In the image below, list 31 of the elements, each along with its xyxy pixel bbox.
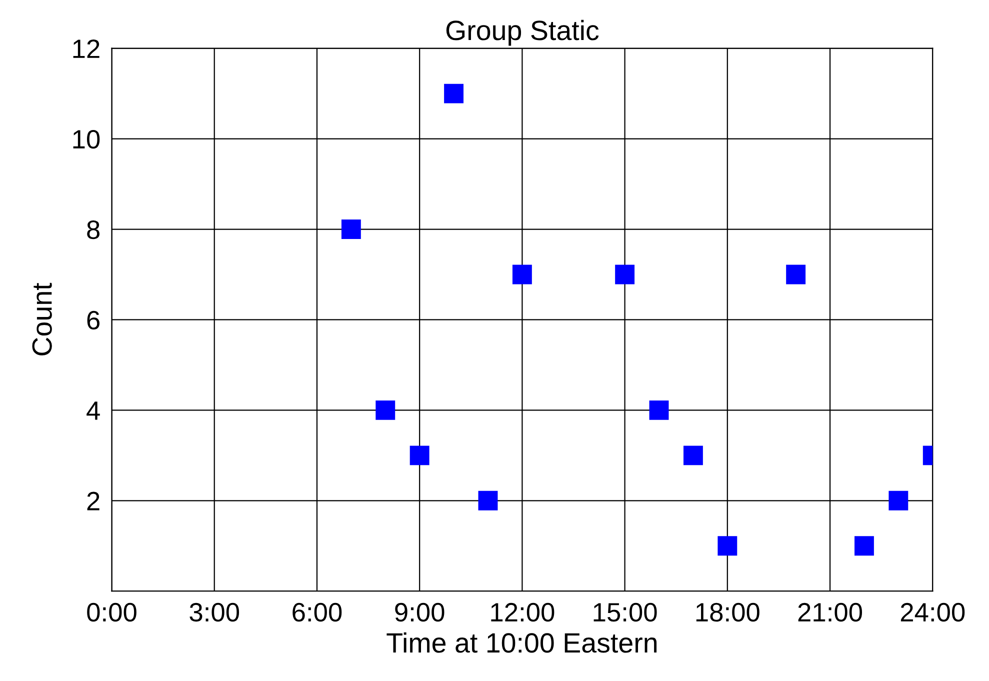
x-axis-title: Time at 10:00 Eastern xyxy=(386,632,657,653)
x-tick-label: 0:00 xyxy=(87,602,136,622)
x-tick-label: 21:00 xyxy=(798,602,862,622)
x-tick-label: 9:00 xyxy=(395,602,444,622)
point xyxy=(512,264,532,284)
y-tick-label: 12 xyxy=(73,39,100,58)
y-tick-label: 4 xyxy=(86,402,100,420)
point xyxy=(376,400,396,420)
point xyxy=(341,220,361,239)
y-tick-label: 2 xyxy=(87,492,100,510)
y-tick-label: 6 xyxy=(87,310,100,330)
point xyxy=(410,446,430,466)
x-tick-label: 6:00 xyxy=(292,602,342,622)
point xyxy=(854,536,874,556)
point xyxy=(786,264,806,284)
x-tick-label: 12:00 xyxy=(491,602,554,622)
x-tick-label: 18:00 xyxy=(696,602,760,622)
point xyxy=(683,446,703,466)
point xyxy=(718,536,738,556)
x-tick-label: 3:00 xyxy=(190,602,240,622)
y-tick-label: 8 xyxy=(87,220,100,240)
x-tick-label: 15:00 xyxy=(594,602,657,622)
point xyxy=(478,490,498,510)
chart-title: Group Static xyxy=(446,20,599,46)
point xyxy=(888,490,908,510)
y-tick-label: 10 xyxy=(73,130,100,149)
point xyxy=(649,400,669,420)
point xyxy=(444,84,464,104)
point xyxy=(615,264,635,284)
x-tick-label: 24:00 xyxy=(900,602,965,622)
y-axis-title: Count xyxy=(32,282,52,356)
